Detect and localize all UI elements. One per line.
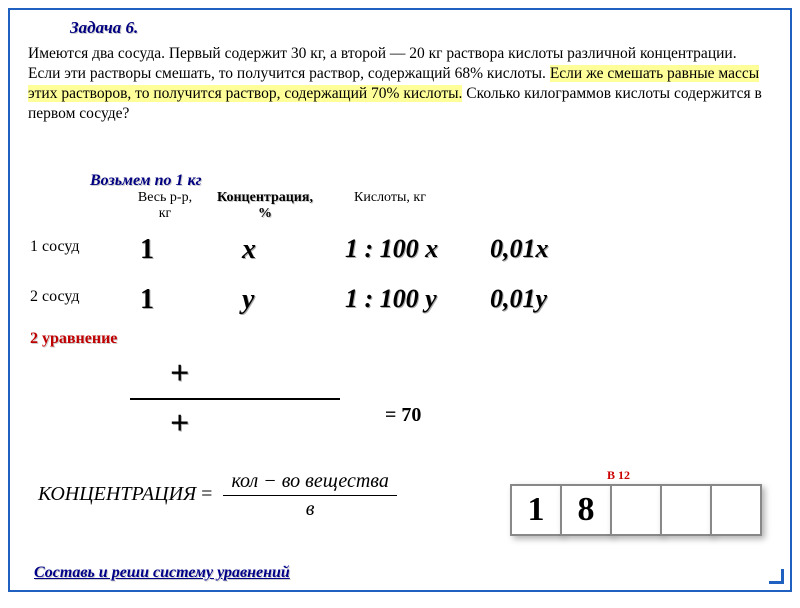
take-1kg-label: Возьмем по 1 кг: [90, 172, 202, 190]
r1c2: x: [242, 234, 256, 266]
task-title: Задача 6.: [70, 18, 138, 38]
equals-70: = 70: [385, 404, 421, 427]
variant-label: В 12: [607, 468, 630, 483]
col-header-mass: Весь р-р, кг: [120, 190, 210, 222]
r1c1: 1: [140, 234, 154, 266]
answer-box-5: [710, 484, 762, 536]
col1-line2: кг: [120, 206, 210, 222]
instruction-text: Составь и реши систему уравнений: [34, 564, 290, 582]
fraction-line: [130, 398, 340, 400]
problem-text: Имеются два сосуда. Первый содержит 30 к…: [28, 44, 772, 125]
r2c4: 0,01y: [490, 284, 547, 314]
row2-label: 2 сосуд: [30, 288, 80, 306]
formula-num: кол − во вещества: [223, 470, 396, 496]
r2c3: 1 : 100 y: [345, 284, 437, 314]
r2c1: 1: [140, 284, 154, 316]
formula-den: в: [223, 496, 396, 521]
col2-line2: %: [205, 206, 325, 222]
equation2-label: 2 уравнение: [30, 330, 117, 348]
plus-bottom: +: [170, 405, 189, 443]
answer-box-3: [610, 484, 662, 536]
corner-decor: [769, 569, 784, 584]
formula-fraction: кол − во вещества в: [223, 470, 396, 521]
answer-box-4: [660, 484, 712, 536]
r1c4: 0,01x: [490, 234, 549, 264]
col-header-acid: Кислоты, кг: [340, 190, 440, 206]
formula-lhs: КОНЦЕНТРАЦИЯ: [38, 483, 196, 505]
col1-line1: Весь р-р,: [120, 190, 210, 206]
answer-boxes: 1 8: [512, 484, 762, 536]
col2-line1: Концентрация,: [205, 190, 325, 206]
col-header-concentration: Концентрация, %: [205, 190, 325, 222]
row1-label: 1 сосуд: [30, 238, 80, 256]
answer-box-2: 8: [560, 484, 612, 536]
r2c2: y: [242, 284, 254, 316]
plus-top: +: [170, 355, 189, 393]
answer-box-1: 1: [510, 484, 562, 536]
slide-frame: Задача 6. Имеются два сосуда. Первый сод…: [8, 8, 792, 592]
r1c3: 1 : 100 x: [345, 234, 438, 264]
concentration-formula: КОНЦЕНТРАЦИЯ = кол − во вещества в: [38, 470, 403, 521]
